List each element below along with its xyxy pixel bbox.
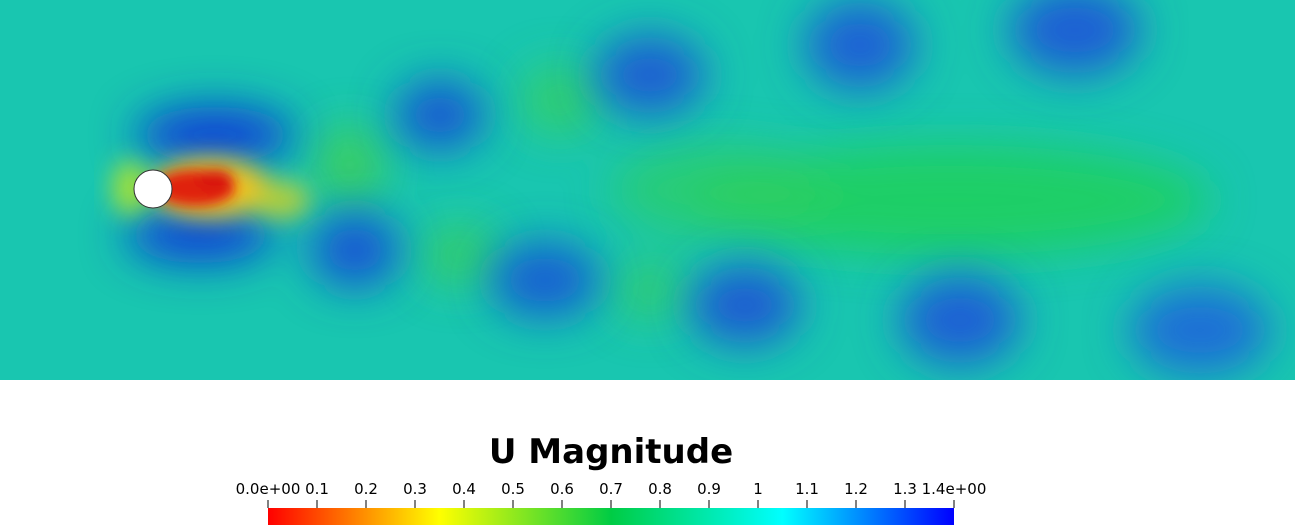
velocity-magnitude-field bbox=[0, 0, 1295, 380]
colorbar-tick-marks bbox=[267, 500, 955, 508]
colorbar-tick-label: 0.9 bbox=[697, 480, 721, 498]
colorbar-title: U Magnitude bbox=[488, 432, 734, 472]
colorbar-tick-label: 1.3 bbox=[893, 480, 917, 498]
colorbar-tick-label: 0.7 bbox=[599, 480, 623, 498]
colorbar-tick-labels: 0.0e+00 0.1 0.2 0.3 0.4 0.5 0.6 0.7 0.8 0.9 1 1.1 1.… bbox=[236, 480, 987, 498]
near-wake-core bbox=[155, 170, 235, 206]
colorbar-tick-label: 1.2 bbox=[844, 480, 868, 498]
colorbar-tick-label: 1.4e+00 bbox=[922, 480, 987, 498]
colorbar-tick-label: 0.2 bbox=[354, 480, 378, 498]
colorbar-tick-label: 0.5 bbox=[501, 480, 525, 498]
wake-low-speed-regions bbox=[315, 65, 1210, 320]
wake-vortex-regions bbox=[125, 0, 1270, 375]
colorbar-tick-label: 1 bbox=[753, 480, 763, 498]
colorbar-tick-label: 0.3 bbox=[403, 480, 427, 498]
colorbar-tick-label: 0.1 bbox=[305, 480, 329, 498]
colorbar-gradient bbox=[268, 508, 954, 525]
cylinder-obstacle bbox=[133, 169, 173, 209]
colorbar-tick-label: 1.1 bbox=[795, 480, 819, 498]
colorbar-tick-label: 0.4 bbox=[452, 480, 476, 498]
colorbar: 0.0e+00 0.1 0.2 0.3 0.4 0.5 0.6 0.7 0.8 0.9 1 1.1 1.… bbox=[236, 480, 987, 525]
colorbar-tick-label: 0.6 bbox=[550, 480, 574, 498]
colorbar-tick-label: 0.8 bbox=[648, 480, 672, 498]
colorbar-tick-label: 0.0e+00 bbox=[236, 480, 301, 498]
